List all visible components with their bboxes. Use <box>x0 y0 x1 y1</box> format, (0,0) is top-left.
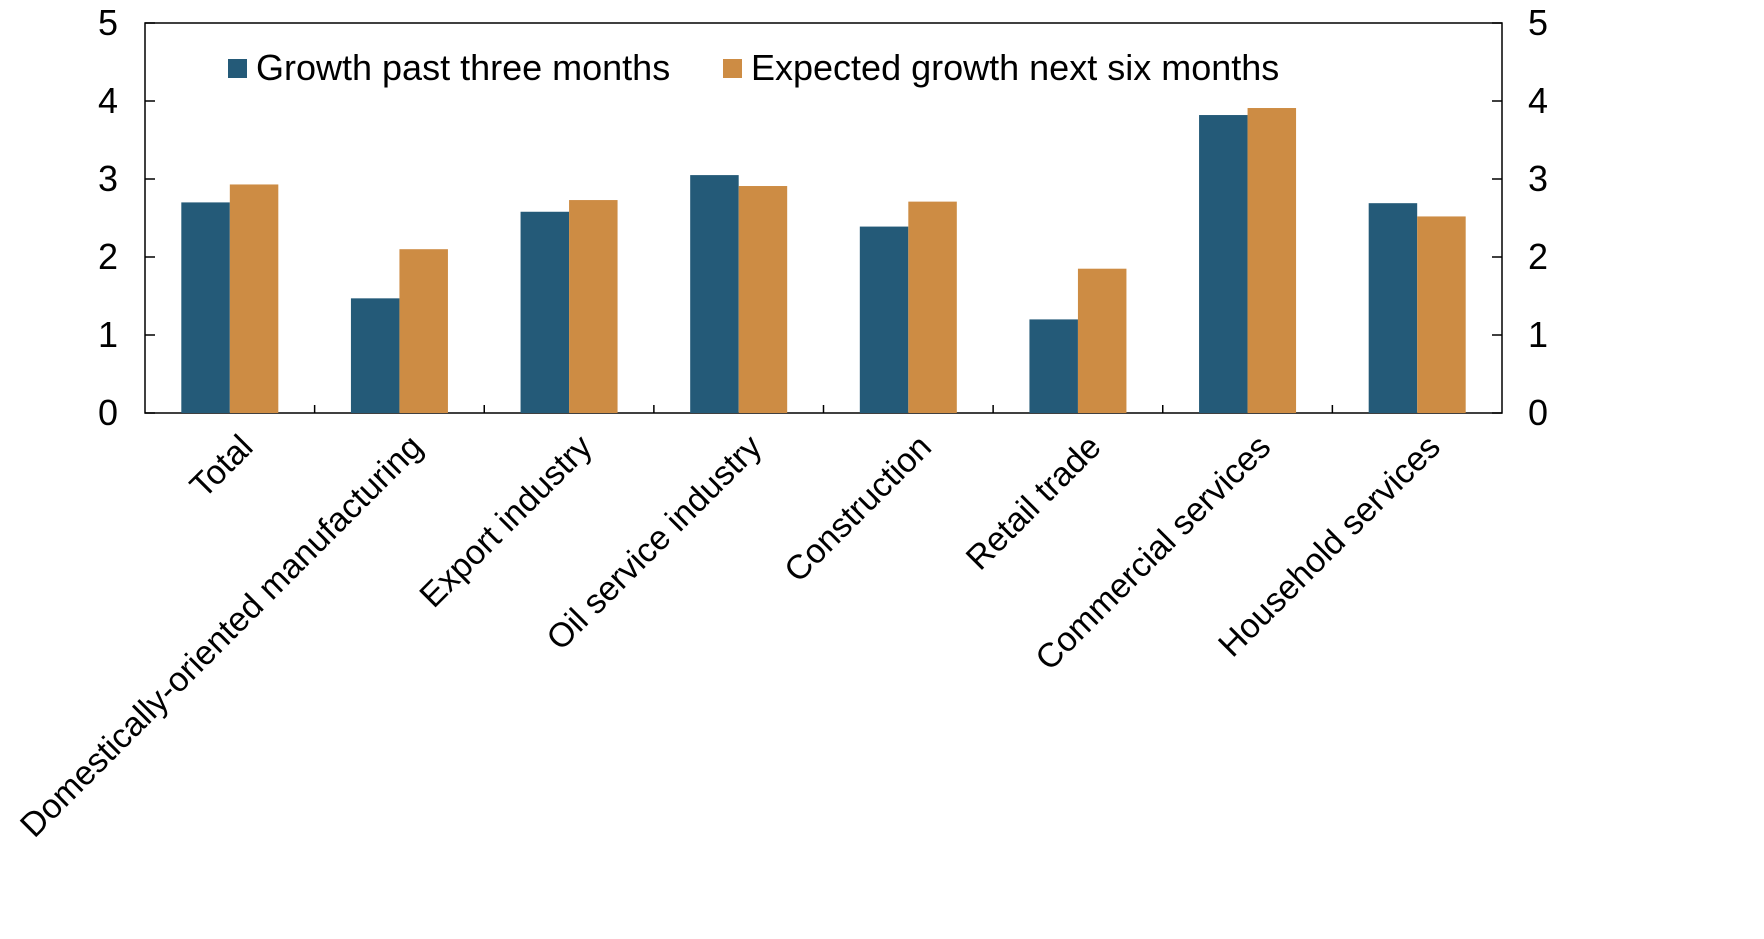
legend-swatch <box>723 59 742 78</box>
right-y-tick-label: 3 <box>1528 158 1548 199</box>
right-y-axis: 0 1 2 3 4 5 <box>1492 2 1548 433</box>
legend-label: Growth past three months <box>256 47 670 88</box>
right-y-tick-label: 4 <box>1528 80 1548 121</box>
bar-expected-growth <box>1417 216 1466 413</box>
left-y-tick-label: 2 <box>98 236 118 277</box>
bar-expected-growth <box>1247 108 1297 414</box>
bar-growth-past <box>1029 319 1078 413</box>
category-label: Retail trade <box>959 428 1109 578</box>
legend-label: Expected growth next six months <box>751 47 1279 88</box>
category-label: Export industry <box>412 428 599 615</box>
bar-growth-past <box>859 226 909 413</box>
right-y-tick-label: 5 <box>1528 2 1548 43</box>
left-y-tick-label: 3 <box>98 158 118 199</box>
bar-growth-past <box>690 175 739 413</box>
bars <box>181 108 1466 414</box>
category-label: Total <box>183 428 261 506</box>
bar-expected-growth <box>399 249 448 413</box>
bar-expected-growth <box>1077 268 1127 413</box>
right-y-tick-label: 1 <box>1528 314 1548 355</box>
bar-growth-past <box>350 298 400 413</box>
x-axis <box>313 405 1334 413</box>
left-y-tick-label: 0 <box>98 392 118 433</box>
bar-growth-past <box>1199 115 1248 413</box>
bar-expected-growth <box>738 186 788 413</box>
right-y-tick-label: 2 <box>1528 236 1548 277</box>
right-y-tick-label: 0 <box>1528 392 1548 433</box>
legend: Growth past three months Expected growth … <box>228 47 1279 88</box>
legend-swatch <box>228 59 247 78</box>
bar-expected-growth <box>229 184 279 413</box>
bar-expected-growth <box>569 200 618 413</box>
left-y-axis: 0 1 2 3 4 5 <box>98 2 155 433</box>
left-y-tick-label: 5 <box>98 2 118 43</box>
category-label: Construction <box>777 428 939 590</box>
left-y-tick-label: 1 <box>98 314 118 355</box>
bar-expected-growth <box>908 201 957 413</box>
left-y-tick-label: 4 <box>98 80 118 121</box>
bar-growth-past <box>520 211 570 413</box>
bar-growth-past <box>1368 203 1418 413</box>
bar-growth-past <box>181 202 230 413</box>
